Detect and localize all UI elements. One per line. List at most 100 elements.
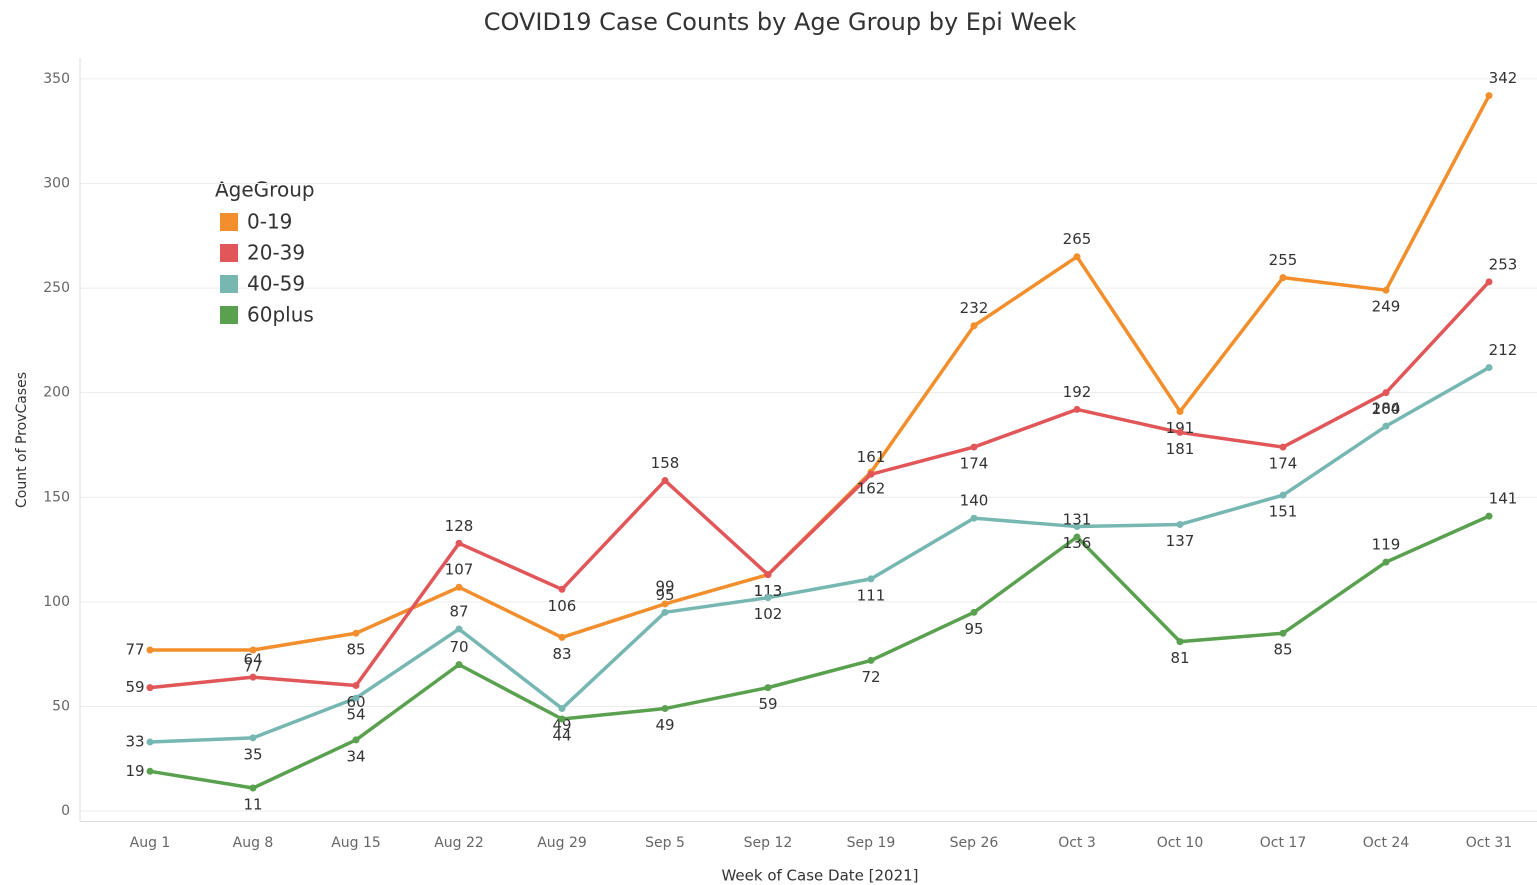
y-tick-label: 200 <box>43 385 70 401</box>
data-label: 253 <box>1489 255 1518 273</box>
data-point <box>970 322 978 330</box>
series-line <box>149 514 1490 790</box>
data-label: 19 <box>125 762 144 780</box>
data-label: 212 <box>1489 341 1518 359</box>
data-label: 34 <box>346 747 365 765</box>
y-axis-title: Count of ProvCases <box>14 372 30 508</box>
data-label: 141 <box>1489 490 1518 508</box>
data-point <box>867 470 875 478</box>
y-tick-label: 50 <box>52 698 70 714</box>
data-point <box>1382 389 1390 397</box>
data-point <box>661 600 669 608</box>
data-label: 255 <box>1269 251 1298 269</box>
data-point <box>1073 523 1081 531</box>
y-tick-label: 0 <box>61 803 70 819</box>
x-tick-label: Oct 10 <box>1157 835 1203 851</box>
data-label: 131 <box>1063 511 1092 529</box>
x-tick-label: Oct 24 <box>1363 835 1410 851</box>
data-point <box>764 684 772 692</box>
legend-label: 20-39 <box>247 241 305 265</box>
legend-swatch <box>220 306 238 324</box>
legend-label: 0-19 <box>247 210 292 234</box>
data-label: 60 <box>346 693 365 711</box>
legend-swatch <box>220 244 238 262</box>
data-point <box>146 738 154 746</box>
data-label: 59 <box>125 678 144 696</box>
chart-title: COVID19 Case Counts by Age Group by Epi … <box>484 8 1077 36</box>
data-point <box>558 585 566 593</box>
legend-title: AgeGroup <box>215 178 315 202</box>
data-point <box>352 682 360 690</box>
data-point <box>455 625 463 633</box>
data-point <box>661 477 669 485</box>
data-label: 59 <box>758 695 777 713</box>
data-point <box>1073 253 1081 261</box>
data-label: 111 <box>857 586 886 604</box>
data-point <box>146 646 154 654</box>
data-point <box>352 694 360 702</box>
data-point <box>455 661 463 669</box>
data-point <box>249 646 257 654</box>
data-point <box>249 784 257 792</box>
data-label: 44 <box>552 727 571 745</box>
y-tick-label: 150 <box>43 489 70 505</box>
data-point <box>1279 491 1287 499</box>
data-point <box>1073 405 1081 413</box>
data-label: 72 <box>861 668 880 686</box>
data-point <box>1485 278 1493 286</box>
data-point <box>249 673 257 681</box>
data-point <box>661 608 669 616</box>
data-label: 106 <box>548 597 577 615</box>
series-line <box>149 366 1490 744</box>
data-label: 174 <box>960 455 989 473</box>
data-label: 99 <box>655 577 674 595</box>
data-point <box>1279 274 1287 282</box>
data-label: 249 <box>1372 298 1401 316</box>
data-label: 113 <box>754 582 783 600</box>
x-tick-label: Oct 31 <box>1466 835 1512 851</box>
data-point <box>558 715 566 723</box>
data-point <box>352 629 360 637</box>
x-tick-label: Sep 19 <box>847 835 896 851</box>
y-tick-label: 250 <box>43 280 70 296</box>
x-tick-label: Oct 3 <box>1058 835 1096 851</box>
data-point <box>352 736 360 744</box>
x-tick-label: Aug 8 <box>233 835 274 851</box>
data-label: 174 <box>1269 455 1298 473</box>
data-label: 95 <box>964 620 983 638</box>
data-label: 191 <box>1166 419 1195 437</box>
data-label: 87 <box>449 603 468 621</box>
data-point <box>455 539 463 547</box>
data-point <box>1279 629 1287 637</box>
data-label: 81 <box>1170 649 1189 667</box>
x-tick-label: Aug 29 <box>537 835 587 851</box>
data-label: 95 <box>655 586 674 604</box>
x-tick-label: Aug 1 <box>130 835 171 851</box>
data-point <box>1382 422 1390 430</box>
data-point <box>970 608 978 616</box>
data-label: 70 <box>449 638 468 656</box>
y-tick-label: 350 <box>43 71 70 87</box>
legend-label: 60plus <box>247 303 314 327</box>
data-point <box>867 575 875 583</box>
legend-swatch <box>220 275 238 293</box>
data-point <box>970 514 978 522</box>
x-tick-label: Sep 26 <box>950 835 999 851</box>
x-axis-title: Week of Case Date [2021] <box>721 867 918 885</box>
data-label: 158 <box>651 454 680 472</box>
data-point <box>455 583 463 591</box>
data-label: 83 <box>552 645 571 663</box>
data-label: 162 <box>857 480 886 498</box>
data-label: 342 <box>1489 69 1518 87</box>
x-tick-label: Sep 5 <box>645 835 685 851</box>
data-point <box>661 705 669 713</box>
data-label: 137 <box>1166 532 1195 550</box>
data-label: 85 <box>1273 641 1292 659</box>
y-tick-label: 300 <box>43 176 70 192</box>
data-point <box>1485 364 1493 372</box>
data-point <box>1176 428 1184 436</box>
data-point <box>249 734 257 742</box>
legend-label: 40-59 <box>247 272 305 296</box>
data-label: 64 <box>243 651 262 669</box>
